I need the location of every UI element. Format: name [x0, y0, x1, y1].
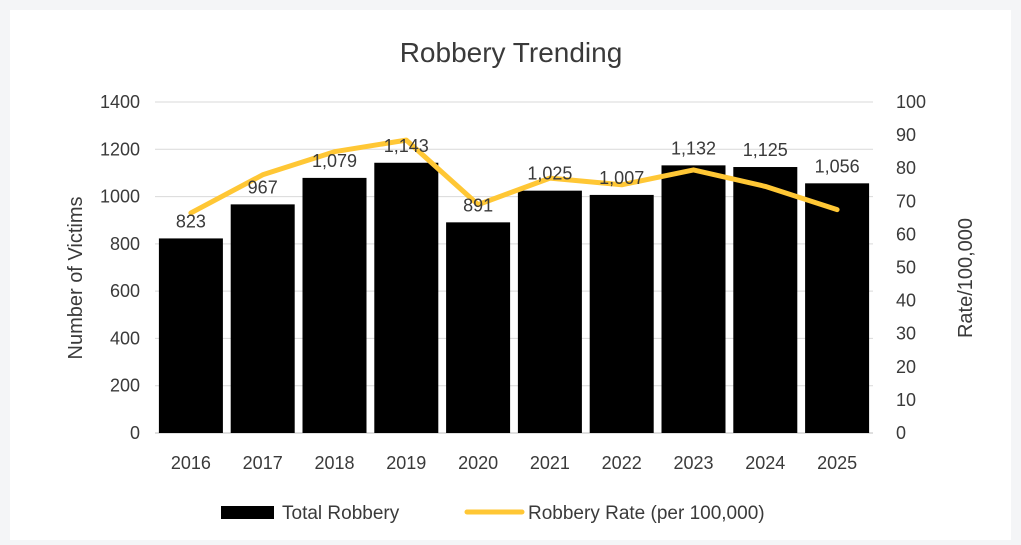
y2-tick-label: 70	[896, 191, 916, 211]
x-tick-label: 2018	[314, 453, 354, 473]
bar-data-label: 823	[176, 211, 206, 231]
bar	[231, 204, 295, 433]
bar-data-label: 1,025	[527, 164, 572, 184]
bar	[518, 191, 582, 433]
y-tick-label: 400	[110, 328, 140, 348]
y-tick-label: 600	[110, 281, 140, 301]
y2-tick-label: 100	[896, 92, 926, 112]
y2-tick-label: 50	[896, 258, 916, 278]
y2-tick-label: 80	[896, 158, 916, 178]
x-tick-label: 2024	[745, 453, 785, 473]
y2-tick-label: 40	[896, 291, 916, 311]
bar	[662, 165, 726, 433]
legend-label-line: Robbery Rate (per 100,000)	[528, 503, 765, 524]
bar	[805, 183, 869, 433]
right-axis-ticks: 0 10 20 30 40 50 60 70 80 90 100	[896, 92, 926, 443]
robbery-trending-chart: Robbery Trending 823 967 1,079 1,143 891 1,02…	[10, 10, 1011, 540]
y-tick-label: 0	[130, 423, 140, 443]
y-axis-label: Number of Victims	[65, 196, 87, 359]
y-tick-label: 1200	[100, 139, 140, 159]
y-tick-label: 1000	[100, 187, 140, 207]
bar	[159, 238, 223, 433]
bar-data-label: 1,056	[815, 156, 860, 176]
legend-swatch-bar	[221, 506, 274, 519]
bar-data-label: 1,079	[312, 151, 357, 171]
x-tick-label: 2017	[243, 453, 283, 473]
bar-data-label: 1,143	[384, 136, 429, 156]
y2-tick-label: 10	[896, 390, 916, 410]
x-tick-label: 2016	[171, 453, 211, 473]
x-tick-label: 2023	[673, 453, 713, 473]
bar-data-label: 891	[463, 195, 493, 215]
y2-axis-label: Rate/100,000	[955, 218, 977, 338]
x-tick-label: 2025	[817, 453, 857, 473]
bar-data-label: 1,007	[599, 168, 644, 188]
bar	[303, 178, 367, 433]
bar	[733, 167, 797, 433]
y2-tick-label: 0	[896, 423, 906, 443]
y2-tick-label: 20	[896, 357, 916, 377]
left-axis-ticks: 0 200 400 600 800 1000 1200 1400	[100, 92, 140, 443]
x-tick-label: 2021	[530, 453, 570, 473]
y2-tick-label: 90	[896, 125, 916, 145]
bar-data-label: 1,125	[743, 140, 788, 160]
x-axis-ticks: 2016 2017 2018 2019 2020 2021 2022 2023 2024 2025	[171, 453, 857, 473]
bar-series	[159, 163, 869, 433]
y-tick-label: 200	[110, 376, 140, 396]
y-tick-label: 1400	[100, 92, 140, 112]
y2-tick-label: 30	[896, 324, 916, 344]
bar-data-label: 1,132	[671, 138, 716, 158]
chart-panel: Robbery Trending 823 967 1,079 1,143 891 1,02…	[10, 10, 1011, 540]
x-tick-label: 2019	[386, 453, 426, 473]
y-tick-label: 800	[110, 234, 140, 254]
chart-title: Robbery Trending	[400, 37, 623, 68]
legend-label-bar: Total Robbery	[282, 503, 400, 524]
y2-tick-label: 60	[896, 224, 916, 244]
legend: Total Robbery Robbery Rate (per 100,000)	[221, 503, 765, 524]
bar-data-label: 967	[248, 177, 278, 197]
bar	[446, 222, 510, 433]
x-tick-label: 2020	[458, 453, 498, 473]
bar	[590, 195, 654, 433]
bar	[374, 163, 438, 433]
x-tick-label: 2022	[602, 453, 642, 473]
